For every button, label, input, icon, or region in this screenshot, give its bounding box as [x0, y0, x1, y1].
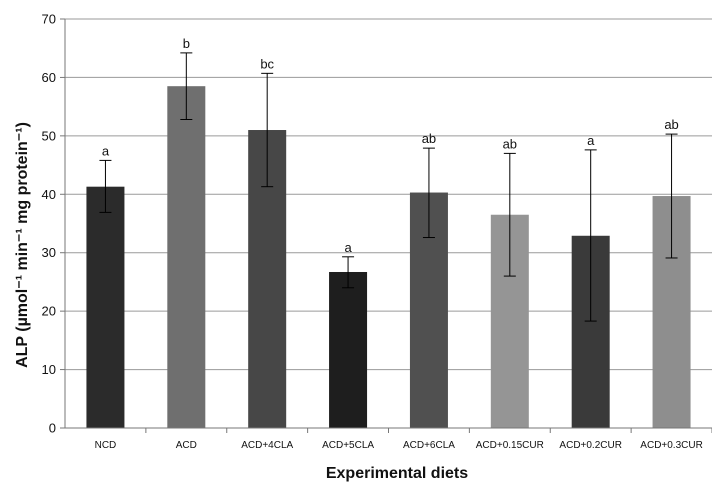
significance-label: ab — [664, 117, 678, 132]
y-tick-label: 40 — [42, 187, 56, 202]
significance-label: ab — [503, 136, 517, 151]
x-axis-title: Experimental diets — [326, 465, 468, 482]
error-bars — [99, 52, 678, 322]
x-tick-label: ACD+6CLA — [403, 440, 455, 451]
axes — [60, 18, 712, 433]
x-tick-label: ACD+5CLA — [322, 440, 374, 451]
significance-label: a — [587, 133, 595, 148]
y-tick-label: 30 — [42, 245, 56, 260]
significance-label: a — [102, 143, 110, 158]
y-tick-label: 0 — [49, 421, 56, 436]
y-axis-title: ALP (µmol⁻¹ min⁻¹ mg protein⁻¹) — [14, 122, 31, 368]
bar — [86, 186, 125, 428]
significance-label: a — [344, 240, 352, 255]
bars — [86, 86, 691, 428]
tick-labels: 0 10 20 30 40 50 60 70 NCD ACD ACD+4CLA ACD+5CLA ACD… — [42, 12, 703, 452]
bar — [329, 271, 368, 428]
significance-label: ab — [422, 131, 436, 146]
y-tick-label: 20 — [42, 304, 56, 319]
gridlines — [65, 18, 712, 371]
x-tick-label: ACD+0.15CUR — [476, 440, 544, 451]
x-tick-label: NCD — [95, 440, 117, 451]
bar — [167, 86, 206, 428]
x-tick-label: ACD+0.2CUR — [559, 440, 622, 451]
y-tick-label: 50 — [42, 128, 56, 143]
x-tick-label: ACD+4CLA — [241, 440, 293, 451]
y-tick-label: 70 — [42, 12, 56, 27]
y-tick-label: 60 — [42, 70, 56, 85]
y-tick-label: 10 — [42, 362, 56, 377]
x-tick-label: ACD+0.3CUR — [640, 440, 703, 451]
x-tick-label: ACD — [176, 440, 197, 451]
significance-label: bc — [260, 56, 274, 71]
significance-label: b — [183, 36, 190, 51]
